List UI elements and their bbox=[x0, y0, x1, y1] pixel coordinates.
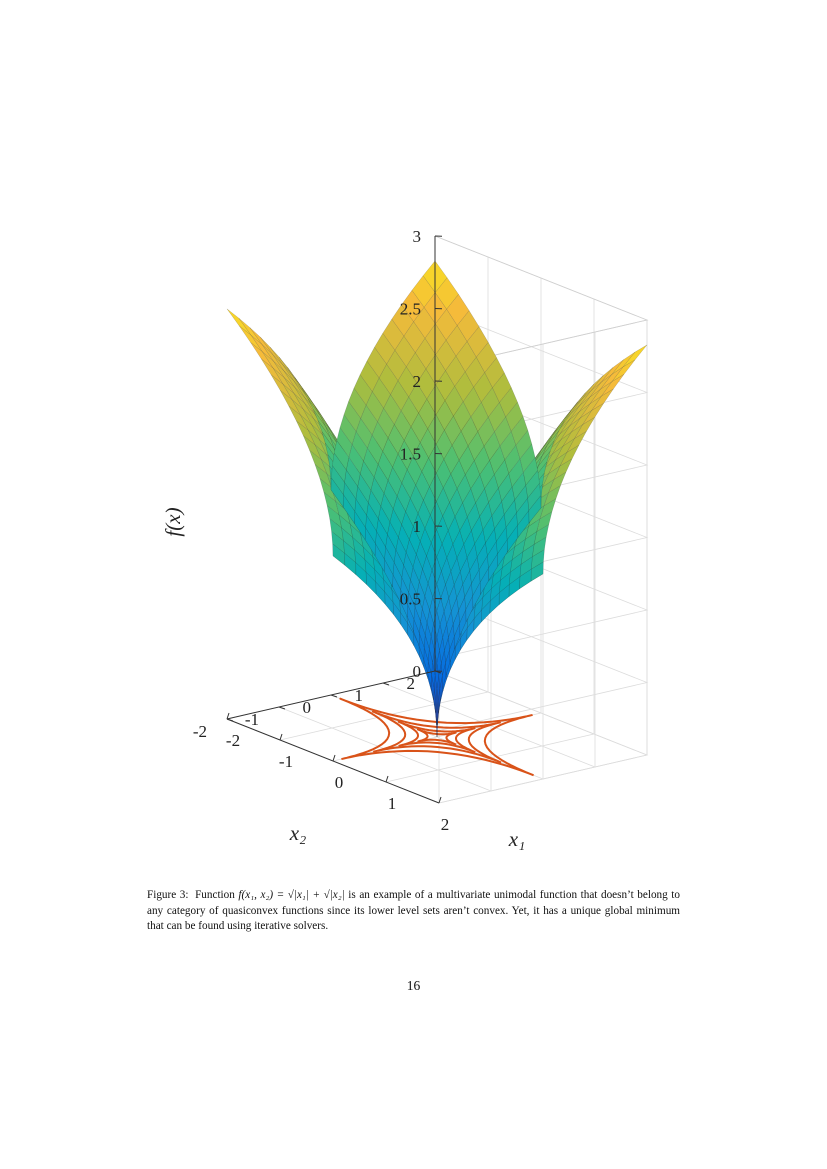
caption-text-start: Function bbox=[195, 889, 235, 901]
surface-patch bbox=[525, 469, 540, 499]
z-tick-label: 2 bbox=[413, 372, 422, 391]
axes-lines bbox=[226, 235, 443, 804]
x1-tick-label: 1 bbox=[388, 794, 397, 813]
contour-level bbox=[397, 720, 477, 754]
surface-plot: 0 0.5 1 1.5 2 2.5 3 -2 -1 0 1 2 -2 -1 0 1 2 f(x) x₁ x₂ bbox=[161, 227, 649, 851]
surface-mesh bbox=[226, 260, 648, 738]
x2-tick-label: 2 bbox=[407, 674, 416, 693]
z-tick-label: 0 bbox=[413, 662, 422, 681]
x1-tick-label: 2 bbox=[441, 815, 450, 834]
figure-label: Figure 3: bbox=[147, 889, 189, 901]
x2-tick-label: -2 bbox=[193, 722, 207, 741]
caption-text-end: is an example of a multivariate unimodal… bbox=[147, 889, 680, 932]
z-axis-label: f(x) bbox=[161, 507, 185, 536]
x2-tick-label: -1 bbox=[245, 710, 259, 729]
caption-formula: f(x₁, x₂) = √|x₁| + √|x₂| bbox=[238, 889, 345, 901]
figure-caption: Figure 3: Function f(x₁, x₂) = √|x₁| + √… bbox=[147, 888, 680, 935]
z-tick-label: 1.5 bbox=[400, 445, 421, 464]
page-number: 16 bbox=[406, 978, 421, 993]
x1-tick-label: 0 bbox=[335, 773, 344, 792]
surface-patch bbox=[226, 308, 252, 336]
z-tick-label: 2.5 bbox=[400, 300, 421, 319]
contour-lines bbox=[339, 697, 535, 777]
x2-tick-label: 0 bbox=[303, 698, 312, 717]
contour-level bbox=[416, 728, 457, 746]
x1-tick-label: -2 bbox=[226, 731, 240, 750]
surface-patch bbox=[546, 420, 565, 446]
tick-labels: 0 0.5 1 1.5 2 2.5 3 -2 -1 0 1 2 -2 -1 0 1 2 bbox=[193, 227, 449, 834]
z-tick-label: 1 bbox=[413, 517, 422, 536]
x2-tick-label: 1 bbox=[355, 686, 364, 705]
contour-level bbox=[339, 697, 535, 777]
surface-patch bbox=[552, 410, 571, 436]
surface-patch bbox=[600, 359, 624, 383]
x1-tick-label: -1 bbox=[279, 752, 293, 771]
surface-patch bbox=[622, 344, 648, 368]
surface-patch bbox=[476, 341, 497, 373]
surface-patch bbox=[573, 383, 594, 408]
z-tick-label: 3 bbox=[413, 227, 422, 246]
z-tick-label: 0.5 bbox=[400, 590, 421, 609]
x1-axis-label: x₁ bbox=[508, 827, 526, 851]
x2-axis-label: x₂ bbox=[289, 821, 307, 845]
contour-level bbox=[371, 710, 502, 764]
